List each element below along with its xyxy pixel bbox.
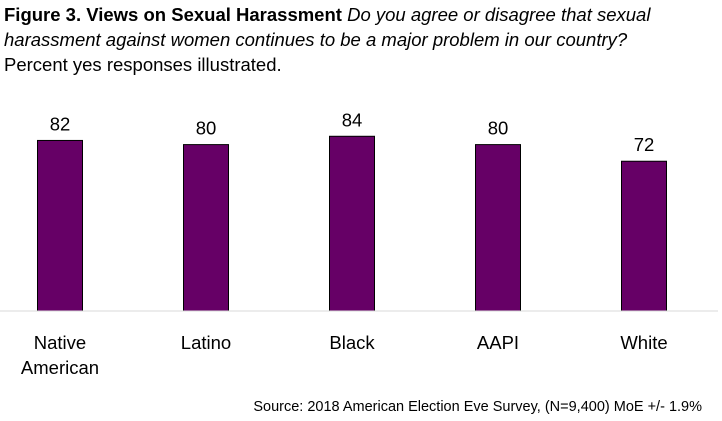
category-label-0: Native bbox=[34, 332, 86, 353]
bar-2 bbox=[329, 135, 375, 312]
data-label-0: 82 bbox=[50, 113, 71, 134]
source-note: Source: 2018 American Election Eve Surve… bbox=[253, 399, 702, 415]
data-label-1: 80 bbox=[196, 118, 217, 139]
category-label-3: AAPI bbox=[477, 332, 519, 353]
data-label-3: 80 bbox=[488, 118, 509, 139]
survey-question: Do you agree or disagree that sexual har… bbox=[4, 4, 651, 50]
category-label-2: Black bbox=[329, 332, 375, 353]
chart-subtitle: Percent yes responses illustrated. bbox=[4, 54, 282, 75]
data-label-2: 84 bbox=[342, 109, 363, 130]
bar-4 bbox=[621, 160, 667, 312]
bars-group bbox=[37, 135, 667, 312]
chart-title: Figure 3. Views on Sexual Harassment bbox=[4, 4, 342, 25]
category-label-0-line-1: American bbox=[21, 357, 99, 378]
data-label-4: 72 bbox=[634, 134, 655, 155]
chart-title-block: Figure 3. Views on Sexual Harassment Do … bbox=[4, 2, 716, 77]
category-label-4: White bbox=[620, 332, 667, 353]
bar-1 bbox=[183, 144, 229, 312]
labels-group: 82 Native American 80 Latino 84 Black 80 AAPI 72 W… bbox=[21, 109, 668, 378]
bar-0 bbox=[37, 139, 83, 312]
bar-3 bbox=[475, 144, 521, 312]
category-label-1: Latino bbox=[181, 332, 231, 353]
